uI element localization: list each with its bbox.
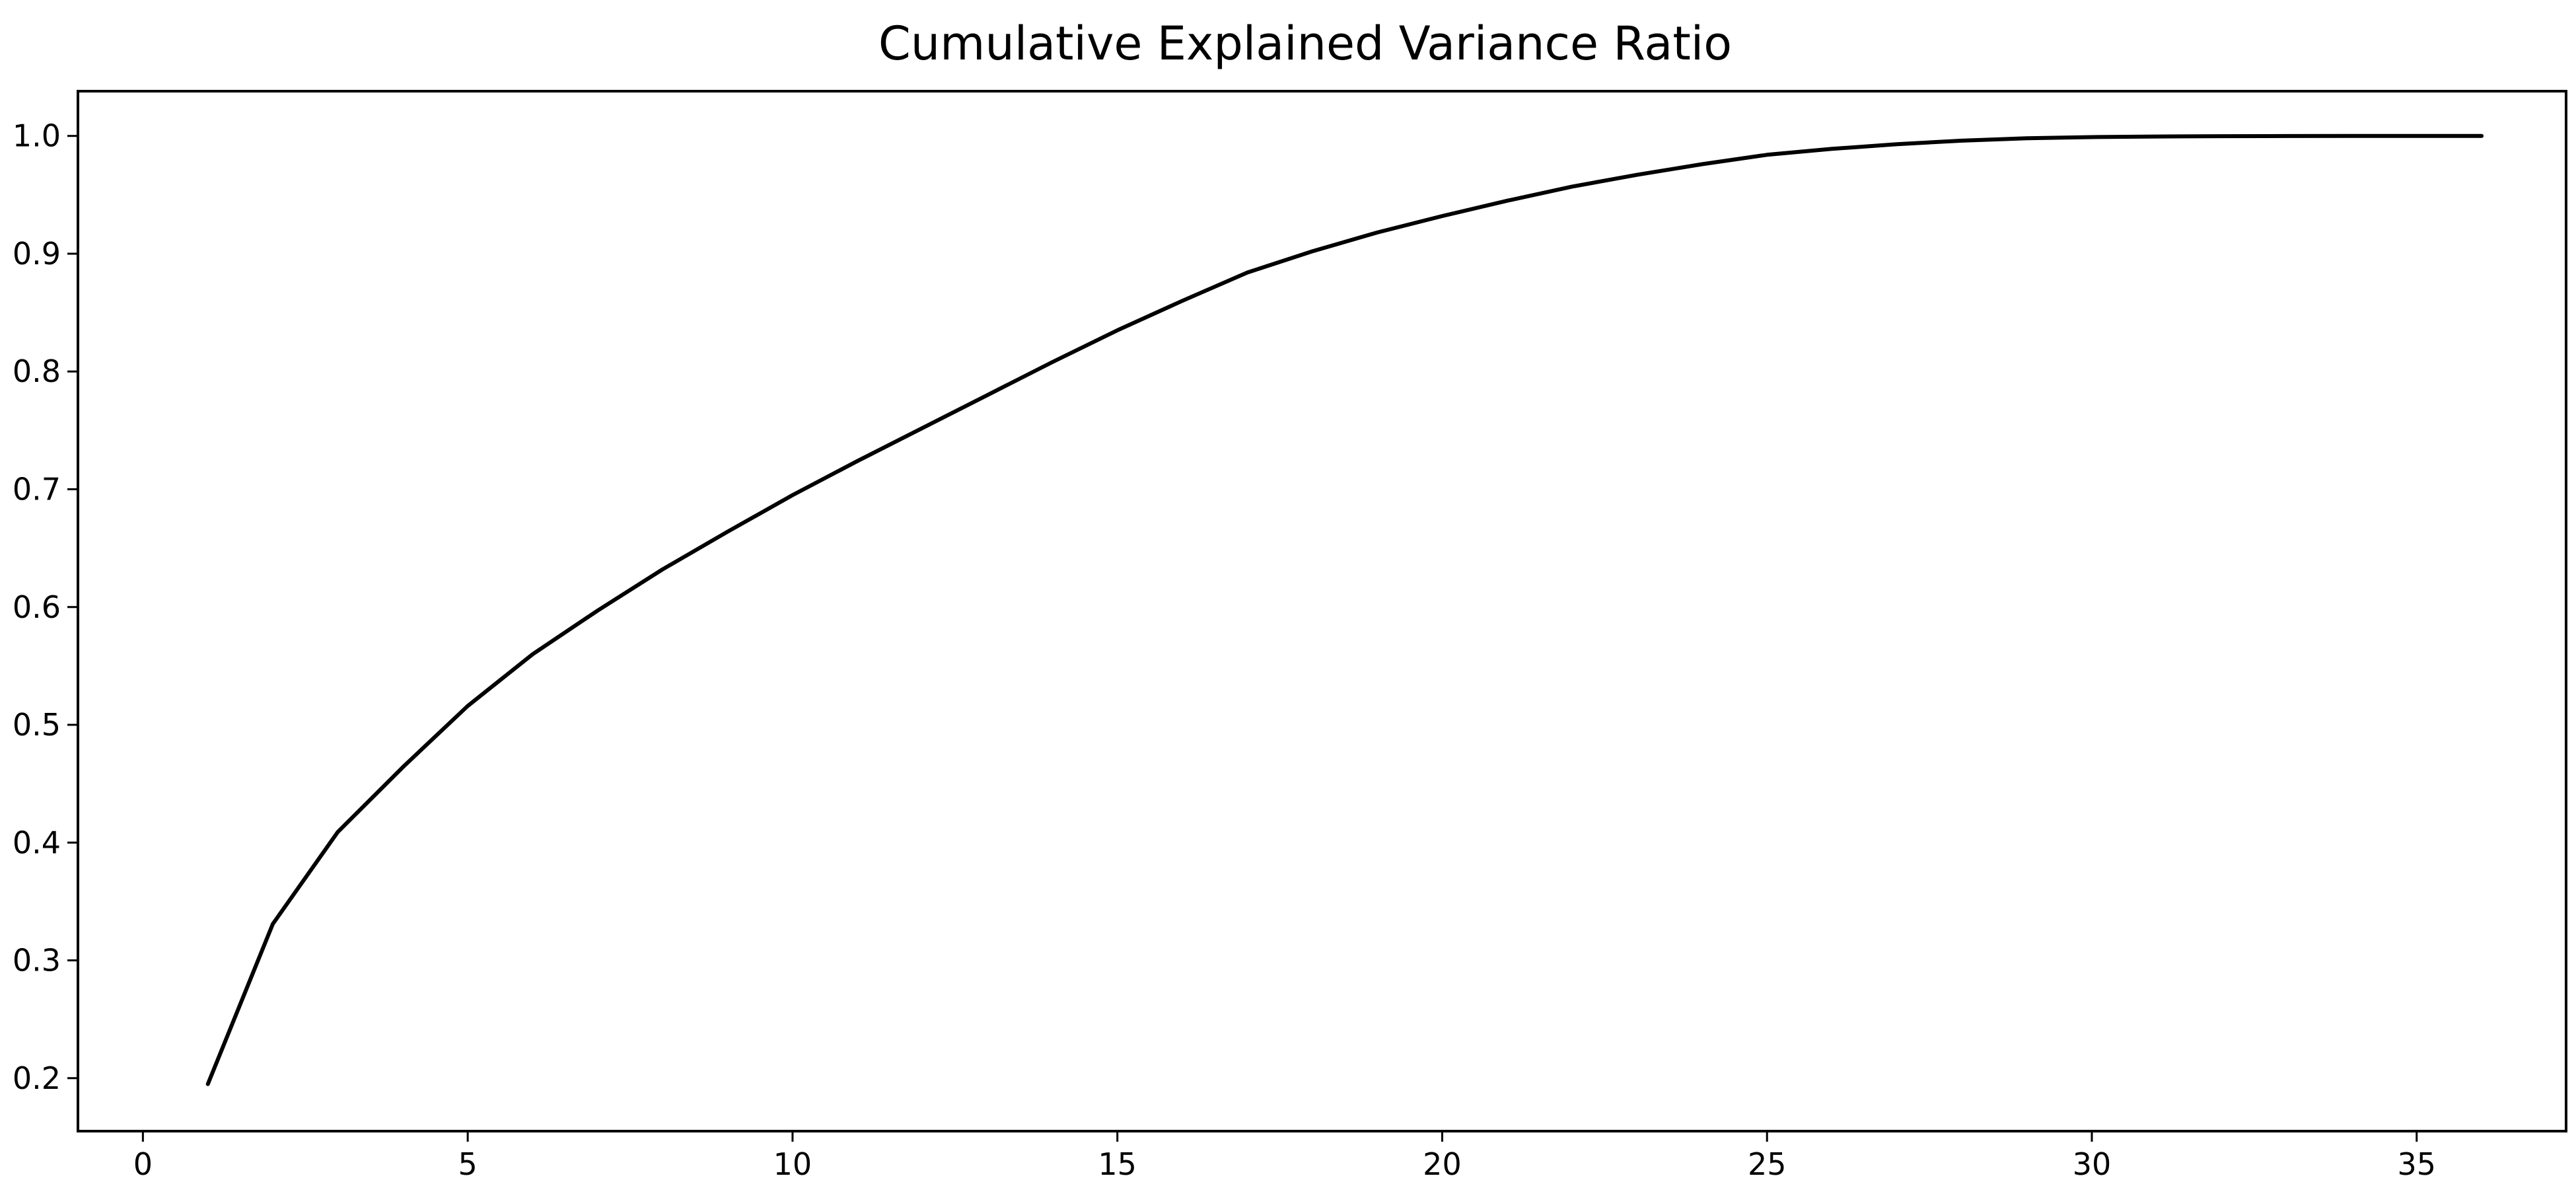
x-tick-label: 0 (133, 1146, 153, 1182)
x-tick-label: 30 (2073, 1146, 2112, 1182)
data-point (1245, 271, 1249, 275)
x-tick-label: 15 (1098, 1146, 1137, 1182)
data-point (596, 609, 600, 612)
data-point (855, 459, 859, 463)
data-point (2349, 134, 2353, 138)
data-point (466, 704, 470, 708)
y-tick-label: 0.2 (13, 1060, 61, 1096)
y-tick-label: 0.6 (13, 589, 61, 625)
y-tick-label: 0.3 (13, 943, 61, 979)
data-point (2415, 134, 2419, 138)
data-point (1440, 214, 1444, 218)
data-point (2480, 134, 2484, 138)
y-tick-label: 0.5 (13, 707, 61, 743)
data-point (2090, 135, 2094, 139)
x-tick-label: 25 (1748, 1146, 1787, 1182)
plot-area: 0.2 0.3 0.4 0.5 0.6 0.7 0.8 0.9 1.0 0 5 10 15 20 25 30 3… (13, 90, 2567, 1182)
data-point (1765, 153, 1769, 157)
y-tick-label: 1.0 (13, 118, 61, 154)
data-point (1375, 231, 1379, 235)
data-point (985, 393, 989, 397)
data-point (921, 426, 925, 430)
data-point (1700, 163, 1704, 166)
x-tick-label: 5 (458, 1146, 477, 1182)
x-tick-label: 35 (2398, 1146, 2437, 1182)
data-point (661, 568, 664, 572)
data-point (1180, 299, 1184, 303)
data-point (726, 530, 730, 534)
data-point (530, 652, 534, 656)
data-point (2220, 134, 2224, 138)
y-tick-label: 0.9 (13, 236, 61, 272)
data-point (2155, 135, 2159, 139)
data-point (336, 830, 340, 834)
data-point (1895, 142, 1899, 146)
y-tick-label: 0.4 (13, 825, 61, 860)
y-tick-label: 0.8 (13, 353, 61, 389)
y-tick-label: 0.7 (13, 472, 61, 507)
data-point (1505, 199, 1509, 203)
data-point (271, 922, 275, 926)
data-point (1570, 184, 1574, 188)
data-point (791, 493, 795, 497)
data-point (1960, 139, 1964, 143)
data-point (401, 765, 405, 769)
data-point (1310, 249, 1314, 253)
data-point (2025, 136, 2029, 140)
data-point (1830, 147, 1834, 151)
data-point (1050, 360, 1054, 364)
axes-frame (77, 90, 2567, 1132)
data-point (206, 1082, 210, 1086)
data-point (1635, 173, 1639, 177)
x-tick-label: 20 (1423, 1146, 1462, 1182)
chart-title: Cumulative Explained Variance Ratio (878, 17, 1732, 71)
data-point (1116, 328, 1120, 332)
series-line (205, 133, 2484, 1086)
data-point (2285, 134, 2289, 138)
x-tick-label: 10 (773, 1146, 812, 1182)
